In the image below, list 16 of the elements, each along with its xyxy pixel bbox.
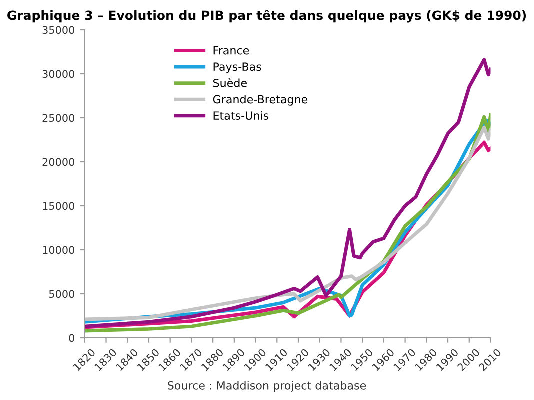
legend-label: France (214, 46, 250, 55)
legend-label: Grande-Bretagne (213, 95, 308, 106)
y-tick-label: 30000 (42, 70, 74, 78)
legend-label: Etats-Unis (214, 111, 269, 120)
y-tick-label: 20000 (42, 158, 74, 166)
line-series (84, 58, 491, 328)
y-tick-label: 10000 (43, 246, 74, 254)
y-tick-label: 0 (69, 334, 74, 342)
y-tick-label: 25000 (42, 114, 74, 122)
legend-label: Pays-Bas (214, 62, 262, 74)
chart-title: Graphique 3 – Evolution du PIB par tête dans quelque pays (GK$ de 1990) (8, 10, 526, 23)
legend-label: Suède (213, 78, 247, 88)
y-tick-label: 5000 (49, 290, 74, 298)
y-tick-label: 15000 (43, 202, 74, 210)
source-note: Source : Maddison project database (168, 381, 366, 392)
y-tick-label: 35000 (42, 26, 74, 34)
